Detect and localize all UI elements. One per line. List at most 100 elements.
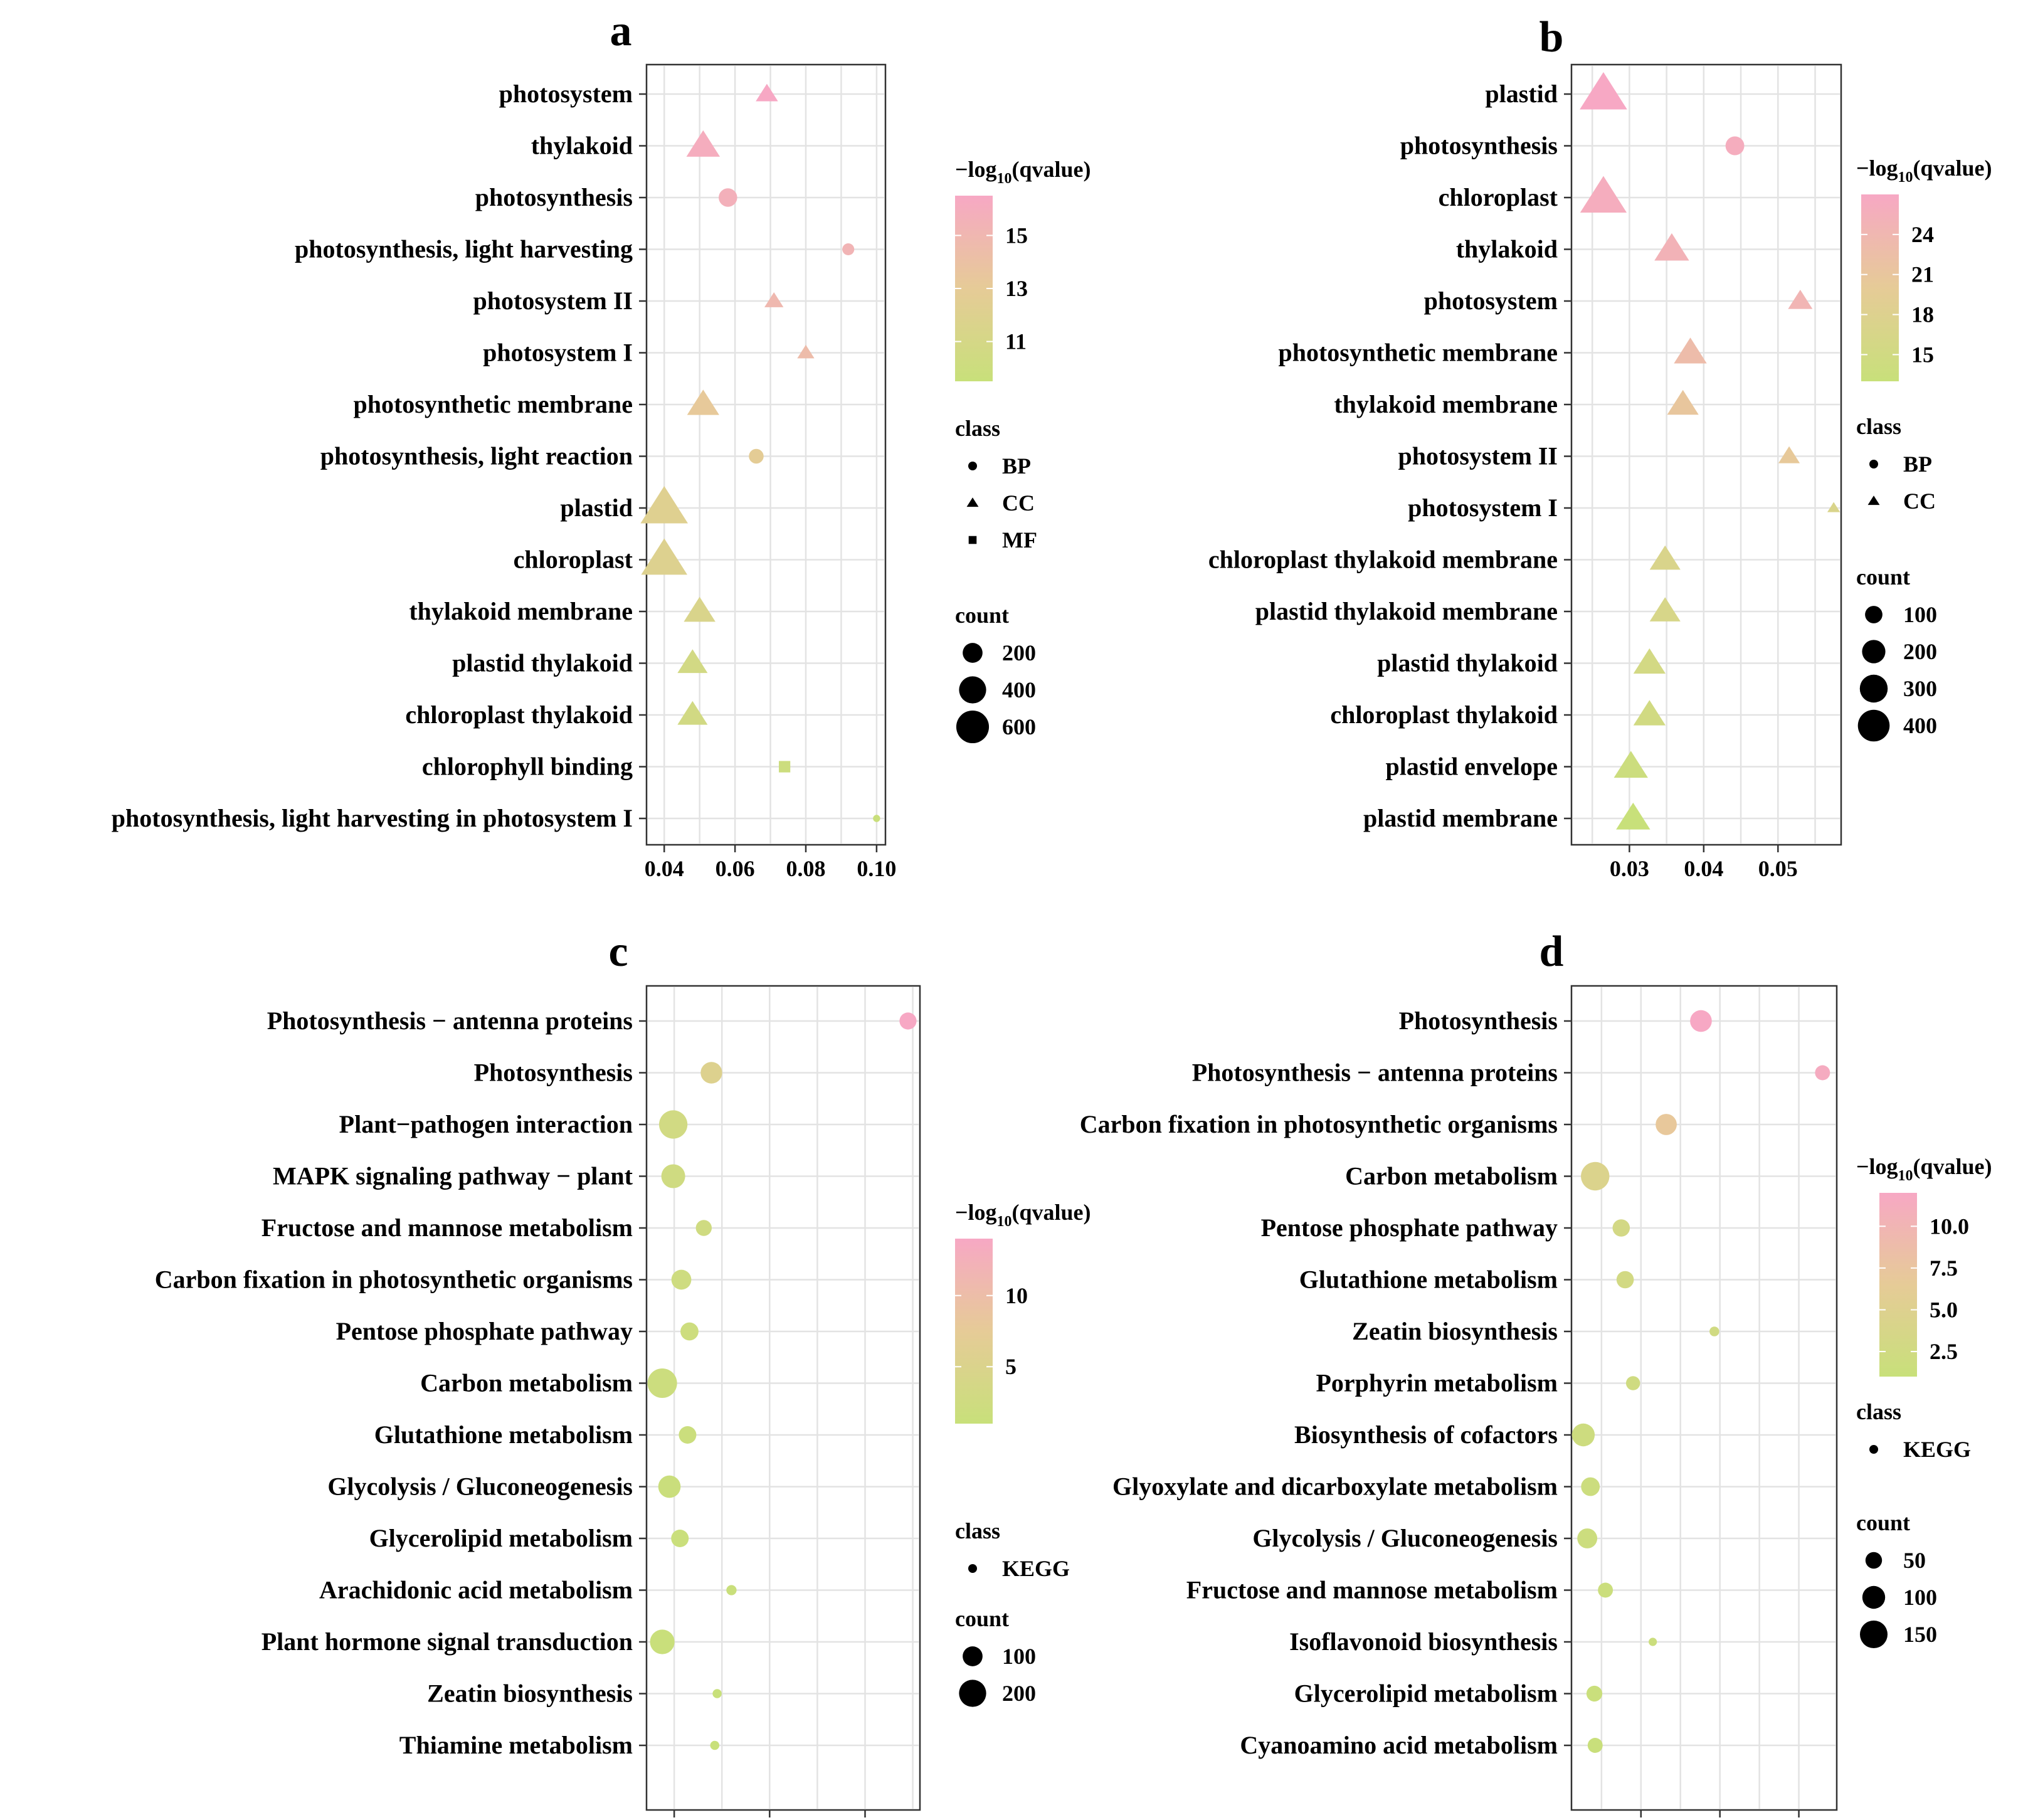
panel-letter: c [608,928,628,976]
term-label: plastid thylakoid [452,649,633,677]
color-tick-label: 18 [1911,302,1934,327]
term-label: photosynthesis [475,183,633,211]
term-label: MAPK signaling pathway − plant [273,1162,633,1190]
term-label: chloroplast thylakoid [405,701,633,729]
term-label: photosynthesis [1400,132,1558,160]
data-point [1581,1477,1600,1496]
count-legend-key [963,643,983,663]
data-point [684,596,716,622]
color-tick-label: 15 [1911,342,1934,367]
data-point [1656,1114,1677,1135]
plot-area [1570,63,1842,846]
data-point [1654,233,1689,261]
term-label: Photosynthesis − antenna proteins [267,1007,633,1035]
color-title-main: −log [1856,156,1898,181]
panel-b: b 0.03 0.04 0.05 plastid photosynthesis chloro… [1208,13,1992,881]
data-point [1633,648,1666,674]
term-label: Zeatin biosynthesis [1352,1317,1558,1345]
panel-a: a 0.04 0.06 0.08 0.10 photosystem thylakoid pho… [112,7,1091,881]
data-point [1571,1423,1595,1447]
count-legend-key [959,1680,986,1707]
term-label: Fructose and mannose metabolism [261,1214,633,1242]
x-tick-label: 0.03 [1610,856,1649,881]
data-point [641,538,687,575]
color-tick-label: 15 [1005,223,1028,248]
term-label: plastid [1485,80,1558,108]
term-label: Glutathione metabolism [1299,1266,1558,1294]
color-legend-title: −log10(qvalue) [955,1200,1091,1230]
class-legend-title: class [1856,414,1901,439]
count-legend-title: count [955,603,1009,628]
color-tick-label: 10 [1005,1283,1028,1308]
class-legend-title: class [955,416,1000,441]
color-title-tail: (qvalue) [1913,156,1992,181]
data-point [658,1110,688,1139]
count-legend-label: 400 [1903,713,1937,738]
count-legend-key [956,710,990,744]
data-point [686,130,721,157]
data-point [679,1426,697,1444]
panel-c: c0.040.060.08Photosynthesis − antenna pr… [155,928,1091,1817]
color-tick-label: 10.0 [1930,1214,1969,1239]
term-label: Carbon metabolism [1345,1162,1558,1190]
data-point [1649,597,1681,622]
data-point [764,292,784,307]
data-point [695,1220,712,1236]
data-point [700,1062,722,1084]
term-label: Photosynthesis [474,1059,633,1087]
count-legend-label: 200 [1903,639,1937,664]
data-point [1612,1219,1630,1237]
count-legend-title: count [955,1606,1009,1631]
count-legend-key [959,676,986,704]
plot-area [645,63,887,846]
data-point [677,649,708,674]
data-point [677,701,708,725]
term-label: chloroplast thylakoid [1330,701,1558,729]
term-label: Pentose phosphate pathway [336,1317,633,1345]
count-legend-label: 50 [1903,1548,1926,1573]
data-point [647,1368,677,1399]
term-label: Isoflavonoid biosynthesis [1289,1627,1558,1656]
color-tick-label: 24 [1911,222,1934,247]
plot-area [1570,985,1838,1811]
data-point [726,1585,737,1595]
term-label: photosystem II [473,287,633,315]
color-title-sub: 10 [1898,1168,1913,1184]
term-label: plastid [560,494,633,522]
term-label: Plant hormone signal transduction [261,1627,633,1656]
data-point [1827,502,1841,512]
data-point [687,389,719,415]
color-legend-title: −log10(qvalue) [1856,1154,1992,1184]
term-label: Glycolysis / Gluconeogenesis [1252,1524,1558,1552]
panel-d: d0.030.040.05PhotosynthesisPhotosynthesi… [1080,928,1992,1817]
data-point [1690,1010,1712,1032]
count-legend-key [1859,674,1888,703]
term-label: Porphyrin metabolism [1316,1369,1558,1397]
term-label: Photosynthesis [1399,1007,1558,1035]
term-label: chloroplast [1439,183,1558,211]
class-legend-label: BP [1903,452,1932,477]
data-point [1649,1637,1657,1646]
color-title-sub: 10 [1898,169,1913,186]
term-label: chloroplast thylakoid membrane [1208,546,1558,574]
data-point [842,243,855,256]
data-point [1587,1738,1603,1753]
panel-letter: d [1539,928,1564,976]
term-label: thylakoid membrane [409,597,633,625]
x-tick-label: 0.04 [1684,856,1723,881]
count-legend-label: 400 [1002,677,1036,702]
term-label: Cyanoamino acid metabolism [1240,1731,1558,1759]
color-bar [1861,194,1899,381]
count-legend-label: 100 [1903,1585,1937,1610]
term-label: chloroplast [514,546,633,574]
count-legend-key [1862,1585,1886,1609]
count-legend-key [1859,1620,1888,1649]
count-legend-label: 100 [1002,1644,1036,1669]
x-tick-label: 0.05 [1758,856,1798,881]
color-title-main: −log [955,157,997,182]
count-legend-title: count [1856,564,1910,590]
class-legend-label: BP [1002,453,1031,479]
class-legend-key [968,1564,977,1573]
